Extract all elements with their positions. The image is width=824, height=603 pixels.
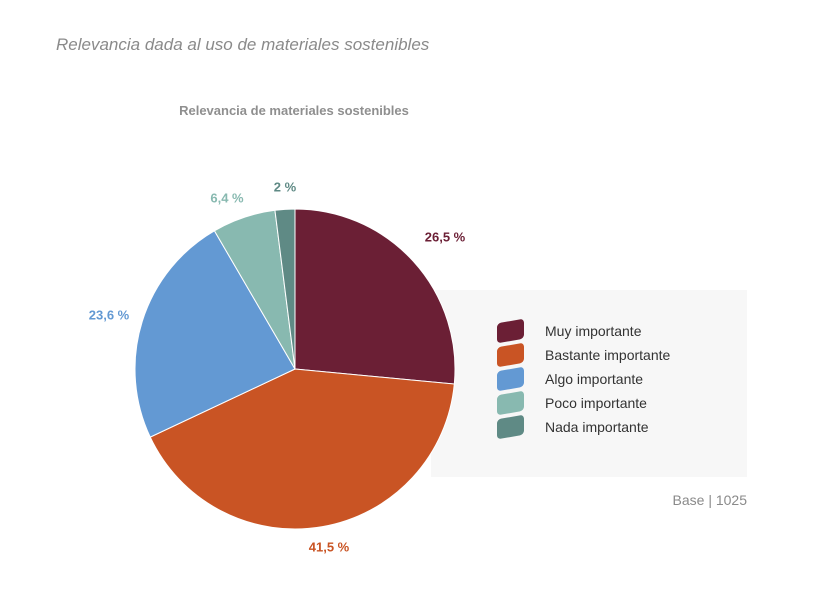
legend-label: Nada importante <box>545 419 649 435</box>
page-title: Relevancia dada al uso de materiales sos… <box>56 35 430 54</box>
chart-title: Relevancia de materiales sostenibles <box>179 103 409 118</box>
pie-slice-bastante-importante <box>149 368 455 530</box>
legend-item-bastante-importante: Bastante importante <box>497 342 671 368</box>
slice-value-label: 2 % <box>274 179 297 194</box>
slice-value-label: 6,4 % <box>210 190 244 205</box>
legend-item-muy-importante: Muy importante <box>497 318 642 344</box>
pie-slice-algo-importante <box>134 230 296 438</box>
slice-value-label: 23,6 % <box>89 307 130 322</box>
base-note: Base | 1025 <box>672 492 747 508</box>
pie-slice-muy-importante <box>294 208 456 385</box>
pie-slice-nada-importante <box>274 208 296 370</box>
legend: Muy importante Bastante importante Algo … <box>431 290 747 477</box>
legend-label: Muy importante <box>545 323 642 339</box>
slice-value-label: 41,5 % <box>309 539 350 554</box>
slice-value-label: 26,5 % <box>425 229 466 244</box>
legend-item-poco-importante: Poco importante <box>497 390 647 416</box>
legend-item-algo-importante: Algo importante <box>497 366 644 392</box>
legend-label: Algo importante <box>545 371 644 387</box>
legend-label: Poco importante <box>545 395 647 411</box>
legend-label: Bastante importante <box>545 347 671 363</box>
legend-item-nada-importante: Nada importante <box>497 414 649 440</box>
